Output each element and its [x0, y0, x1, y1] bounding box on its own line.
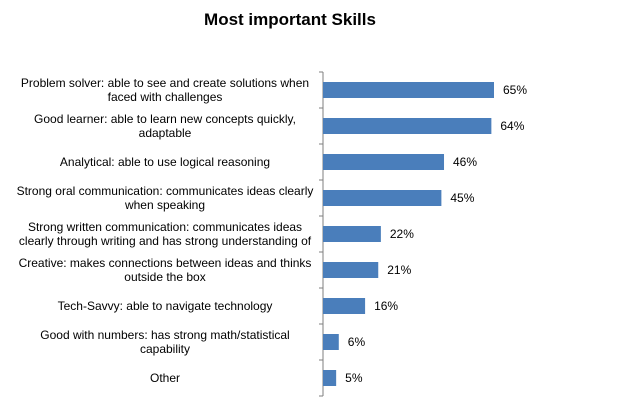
- bar: [323, 154, 445, 170]
- category-label: Strong written communication: communicat…: [18, 220, 312, 248]
- data-label: 64%: [500, 119, 524, 133]
- category-label: Other: [149, 371, 180, 385]
- data-label: 16%: [374, 299, 398, 313]
- category-label: Analytical: able to use logical reasonin…: [59, 155, 271, 169]
- category-label: Problem solver: able to see and create s…: [20, 76, 310, 104]
- data-label: 21%: [387, 263, 411, 277]
- bar: [323, 118, 492, 134]
- chart-title: Most important Skills: [204, 10, 376, 29]
- bar: [323, 226, 381, 242]
- bar: [323, 298, 366, 314]
- data-label: 22%: [390, 227, 414, 241]
- data-label: 46%: [453, 155, 477, 169]
- data-label: 6%: [348, 335, 366, 349]
- bar: [323, 334, 339, 350]
- category-label: Tech-Savvy: able to navigate technology: [57, 299, 273, 313]
- bar: [323, 370, 337, 386]
- data-label: 65%: [503, 83, 527, 97]
- category-label: Good learner: able to learn new concepts…: [34, 112, 296, 140]
- bar: [323, 82, 494, 98]
- category-label: Good with numbers: has strong math/stati…: [40, 328, 290, 356]
- category-label: Creative: makes connections between idea…: [18, 256, 312, 284]
- bar: [323, 190, 442, 206]
- data-label: 5%: [345, 371, 363, 385]
- data-label: 45%: [450, 191, 474, 205]
- category-label: Strong oral communication: communicates …: [16, 184, 314, 212]
- bar: [323, 262, 379, 278]
